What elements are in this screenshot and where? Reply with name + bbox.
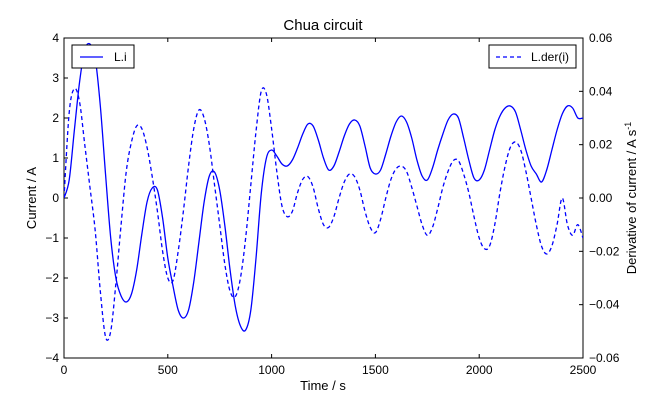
y-left-axis-ticks: −4 −3 −2 −1 0 1 2 3 4 [45,31,68,365]
series-line-i [64,42,583,332]
y-right-tick-label: 0.02 [589,138,613,152]
y-left-tick-label: 2 [52,111,59,125]
legend-left: L.i [71,44,135,69]
legend-right: L.der(i) [488,44,577,69]
legend-right-box [488,44,577,69]
series-line-der-i [64,87,583,341]
y-left-tick-label: −4 [45,351,59,365]
y-right-axis-ticks: −0.06 −0.04 −0.02 0.00 0.02 0.04 0.06 [579,31,620,365]
y-right-tick-label: −0.02 [589,244,620,258]
y-left-tick-label: 1 [52,151,59,165]
y-right-axis-label-superscript: -1 [623,122,633,130]
legend-left-label: L.i [114,50,127,64]
y-right-tick-label: −0.06 [589,351,620,365]
x-axis-ticks: 0 500 1000 1500 2000 2500 [61,38,597,377]
y-left-tick-label: 0 [52,191,59,205]
y-right-tick-label: 0.06 [589,31,613,45]
y-left-axis-label: Current / A [24,167,39,229]
x-tick-label: 500 [158,363,178,377]
series-layer [64,42,583,341]
plot-frame [63,37,584,359]
x-tick-label: 2500 [570,363,597,377]
y-right-axis-label: Derivative of current / A s-1 [623,122,639,275]
x-axis-label: Time / s [300,378,346,393]
y-left-tick-label: 3 [52,71,59,85]
y-right-tick-label: 0.00 [589,191,613,205]
chart-title: Chua circuit [283,17,363,34]
x-tick-label: 2000 [466,363,493,377]
y-left-tick-label: −1 [45,231,59,245]
x-tick-label: 1000 [258,363,285,377]
y-right-tick-label: 0.04 [589,84,613,98]
y-left-tick-label: −2 [45,271,59,285]
legend-right-label: L.der(i) [531,50,569,64]
x-tick-label: 1500 [362,363,389,377]
y-left-tick-label: 4 [52,31,59,45]
y-right-axis-label-text: Derivative of current / A s [624,129,639,274]
y-left-tick-label: −3 [45,311,59,325]
y-right-tick-label: −0.04 [589,298,620,312]
x-tick-label: 0 [61,363,68,377]
